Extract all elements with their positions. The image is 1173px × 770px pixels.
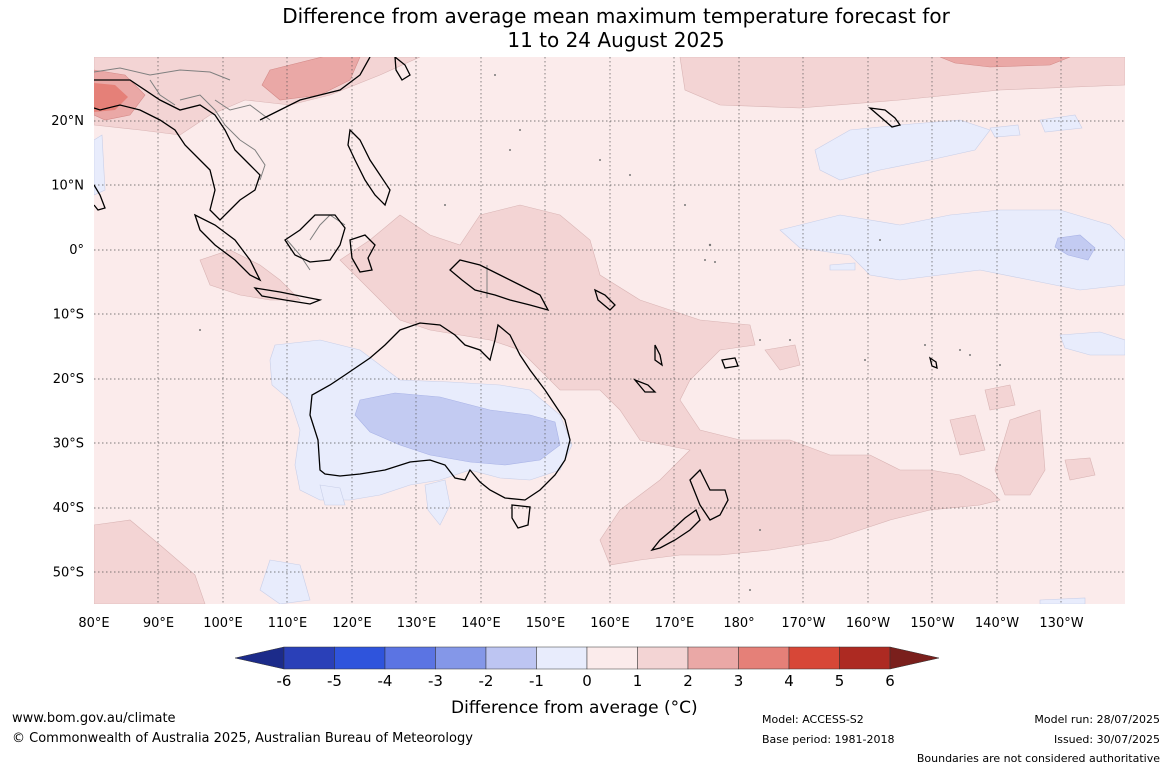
footer-model-run: Model run: 28/07/2025 — [1034, 713, 1160, 726]
latitude-label: 30°S — [53, 437, 84, 452]
samoa-coastline — [928, 356, 938, 370]
longitude-label: 100°E — [203, 616, 243, 631]
colorbar-segment — [788, 646, 840, 670]
country-borders — [94, 67, 488, 298]
colorbar-segment — [637, 646, 689, 670]
longitude-label: 150°W — [910, 616, 954, 631]
graticule-lines — [94, 57, 1125, 604]
latitude-label: 0° — [69, 243, 84, 258]
sumatra-coastline — [193, 213, 262, 282]
colorbar-segment — [536, 646, 588, 670]
footer-model: Model: ACCESS-S2 — [762, 713, 864, 726]
colorbar-segment — [738, 646, 790, 670]
footer-copyright: © Commonwealth of Australia 2025, Austra… — [12, 731, 473, 746]
colorbar-tick-label: 4 — [784, 672, 794, 690]
title-line-2: 11 to 24 August 2025 — [507, 28, 725, 52]
footer-issued: Issued: 30/07/2025 — [1053, 733, 1160, 746]
latitude-label: 10°S — [53, 308, 84, 323]
latitude-label: 40°S — [53, 501, 84, 516]
longitude-label: 110°E — [268, 616, 308, 631]
colorbar-tick-label: -2 — [479, 672, 494, 690]
sulawesi-coastline — [349, 234, 376, 273]
colorbar-tick-labels: -6 -5 -4 -3 -2 -1 0 1 2 3 4 5 6 — [277, 672, 895, 690]
colorbar — [234, 646, 940, 670]
china-coastline — [259, 57, 371, 121]
new-guinea-coastline — [449, 259, 550, 312]
colorbar-low-extend — [234, 646, 285, 670]
colorbar-segment — [283, 646, 335, 670]
latitude-label: 50°S — [53, 566, 84, 581]
footer-base-period: Base period: 1981-2018 — [762, 733, 895, 746]
colorbar-segment — [384, 646, 436, 670]
colorbar-segment — [334, 646, 386, 670]
colorbar-tick-label: 5 — [835, 672, 845, 690]
mainland-asia-coastline — [94, 79, 261, 221]
colorbar-high-extend — [889, 646, 940, 670]
new-zealand-north-coastline — [689, 468, 729, 521]
longitude-label: 120°E — [332, 616, 372, 631]
latitude-labels: 20°N 10°N 0° 10°S 20°S 30°S 40°S 50°S — [51, 114, 84, 581]
map-figure: 80°E 90°E 100°E 110°E 120°E 130°E 140°E 150°E 16… — [51, 57, 1125, 690]
colorbar-segment — [687, 646, 739, 670]
colorbar-tick-label: 6 — [885, 672, 895, 690]
vanuatu-coastline — [654, 344, 663, 367]
footer-disclaimer: Boundaries are not considered authoritat… — [916, 752, 1160, 765]
longitude-label: 160°W — [846, 616, 890, 631]
longitude-label: 160°E — [590, 616, 630, 631]
colorbar-tick-label: 3 — [734, 672, 744, 690]
longitude-label: 140°E — [461, 616, 501, 631]
longitude-labels: 80°E 90°E 100°E 110°E 120°E 130°E 140°E 150°E 16… — [78, 616, 1083, 631]
solomon-islands-coastline — [593, 288, 616, 311]
colorbar-tick-label: 2 — [683, 672, 693, 690]
new-caledonia-coastline — [632, 378, 657, 393]
colorbar-segment — [586, 646, 638, 670]
colorbar-tick-label: -1 — [529, 672, 544, 690]
colorbar-segment — [839, 646, 891, 670]
java-coastline — [253, 287, 323, 305]
latitude-label: 20°S — [53, 372, 84, 387]
tasmania-coastline — [511, 504, 531, 529]
colorbar-tick-label: 0 — [582, 672, 592, 690]
map-area — [94, 57, 1125, 604]
colorbar-tick-label: -6 — [277, 672, 292, 690]
coastlines — [94, 57, 938, 552]
australia-coastline — [309, 322, 571, 501]
footer-url: www.bom.gov.au/climate — [12, 711, 176, 726]
longitude-label: 170°W — [781, 616, 825, 631]
borneo-coastline — [284, 214, 346, 263]
small-islands — [199, 74, 1001, 591]
anomaly-neg2-to-neg1-regions — [354, 234, 1096, 466]
colorbar-title: Difference from average (°C) — [451, 698, 698, 718]
india-coastline — [94, 184, 106, 211]
longitude-label: 130°W — [1039, 616, 1083, 631]
philippines-coastline — [347, 128, 391, 207]
longitude-label: 170°E — [655, 616, 695, 631]
longitude-label: 90°E — [143, 616, 174, 631]
longitude-label: 130°E — [397, 616, 437, 631]
longitude-label: 140°W — [975, 616, 1019, 631]
title-line-1: Difference from average mean maximum tem… — [282, 4, 950, 28]
latitude-label: 20°N — [51, 114, 84, 129]
colorbar-tick-label: -5 — [327, 672, 342, 690]
longitude-label: 150°E — [526, 616, 566, 631]
colorbar-segment — [435, 646, 487, 670]
chart-title: Difference from average mean maximum tem… — [0, 4, 1173, 52]
colorbar-tick-label: -3 — [428, 672, 443, 690]
colorbar-tick-label: -4 — [378, 672, 393, 690]
colorbar-tick-label: 1 — [633, 672, 643, 690]
colorbar-segment — [485, 646, 537, 670]
latitude-label: 10°N — [51, 179, 84, 194]
new-zealand-south-coastline — [650, 508, 701, 552]
fiji-coastline — [721, 357, 739, 369]
longitude-label: 180° — [723, 616, 754, 631]
longitude-label: 80°E — [78, 616, 109, 631]
taiwan-coastline — [394, 57, 411, 81]
hawaii-coastline — [867, 107, 902, 128]
